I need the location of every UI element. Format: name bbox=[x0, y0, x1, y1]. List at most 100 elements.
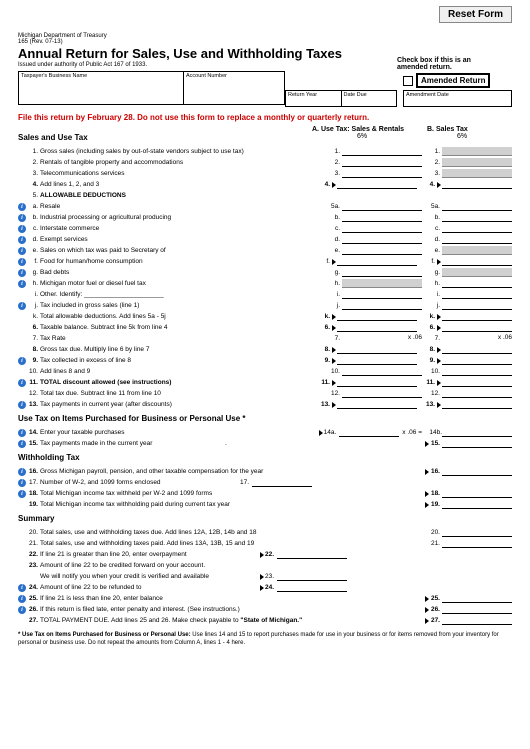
line-4-text: Add lines 1, 2, and 3 bbox=[40, 181, 318, 188]
line-17-field[interactable] bbox=[252, 479, 312, 487]
line-10b-field[interactable] bbox=[442, 367, 512, 376]
line-2a-field[interactable] bbox=[342, 158, 422, 167]
line-5j-b-field[interactable] bbox=[442, 301, 512, 310]
line-11a-field[interactable] bbox=[337, 378, 417, 387]
line-21-text: Total sales, use and withholding taxes p… bbox=[40, 540, 430, 547]
line-12a-field[interactable] bbox=[342, 389, 422, 398]
line-5i-a-field[interactable] bbox=[342, 290, 422, 299]
line-1b-field[interactable] bbox=[442, 147, 512, 156]
info-icon[interactable]: i bbox=[18, 214, 26, 222]
info-icon[interactable]: i bbox=[18, 606, 26, 614]
line-24-field[interactable] bbox=[277, 584, 347, 592]
info-icon[interactable]: i bbox=[18, 401, 26, 409]
line-6a-field[interactable] bbox=[337, 323, 417, 332]
line-10a-field[interactable] bbox=[342, 367, 422, 376]
info-icon[interactable]: i bbox=[18, 479, 26, 487]
column-a-header: A. Use Tax: Sales & Rentals bbox=[312, 126, 427, 133]
line-9-text: Tax collected in excess of line 8 bbox=[40, 357, 318, 364]
amendment-date-label: Amendment Date bbox=[406, 92, 509, 98]
line-3a-field[interactable] bbox=[342, 169, 422, 178]
line-5k-b-field[interactable] bbox=[442, 312, 512, 321]
info-icon[interactable]: i bbox=[18, 302, 26, 310]
line-11b-field[interactable] bbox=[442, 378, 512, 387]
footnote: * Use Tax on Items Purchased for Busines… bbox=[18, 632, 512, 648]
line-5j-text: Tax included in gross sales (line 1) bbox=[40, 302, 328, 309]
line-19-field[interactable] bbox=[442, 500, 512, 509]
info-icon[interactable]: i bbox=[18, 468, 26, 476]
form-number: 165 (Rev. 07-13) bbox=[18, 39, 397, 45]
line-12b-field[interactable] bbox=[442, 389, 512, 398]
info-icon[interactable]: i bbox=[18, 247, 26, 255]
line-27-field[interactable] bbox=[442, 616, 512, 625]
line-13a-field[interactable] bbox=[337, 400, 417, 409]
form-subtitle: Issued under authority of Public Act 167… bbox=[18, 62, 397, 68]
line-5d-text: Exempt services bbox=[40, 236, 328, 243]
line-5f-a-field[interactable] bbox=[337, 257, 417, 266]
section-withholding: Withholding Tax bbox=[18, 453, 512, 462]
line-4a-field[interactable] bbox=[337, 180, 417, 189]
line-5g-a-field[interactable] bbox=[342, 268, 422, 277]
section-summary: Summary bbox=[18, 514, 512, 523]
line-9b-field[interactable] bbox=[442, 356, 512, 365]
line-2-text: Rentals of tangible property and accommo… bbox=[40, 159, 328, 166]
reset-button[interactable]: Reset Form bbox=[439, 6, 512, 23]
line-5h-b-field[interactable] bbox=[442, 279, 512, 288]
line-5a-b-field[interactable] bbox=[442, 202, 512, 211]
line-5a-a-field[interactable] bbox=[342, 202, 422, 211]
line-3b-field[interactable] bbox=[442, 169, 512, 178]
info-icon[interactable]: i bbox=[18, 357, 26, 365]
info-icon[interactable]: i bbox=[18, 203, 26, 211]
line-5j-a-field[interactable] bbox=[342, 301, 422, 310]
line-23-field[interactable] bbox=[277, 573, 347, 581]
amended-checkbox[interactable] bbox=[403, 76, 413, 86]
info-icon[interactable]: i bbox=[18, 490, 26, 498]
info-icon[interactable]: i bbox=[18, 584, 26, 592]
line-25-field[interactable] bbox=[442, 594, 512, 603]
line-5e-b-field[interactable] bbox=[442, 246, 512, 255]
line-5b-a-field[interactable] bbox=[342, 213, 422, 222]
line-13b-field[interactable] bbox=[442, 400, 512, 409]
info-icon[interactable]: i bbox=[18, 269, 26, 277]
line-18-text: Total Michigan income tax withheld per W… bbox=[40, 490, 425, 497]
line-5b-b-field[interactable] bbox=[442, 213, 512, 222]
line-5g-b-field[interactable] bbox=[442, 268, 512, 277]
line-21-field[interactable] bbox=[442, 539, 512, 548]
line-2b-field[interactable] bbox=[442, 158, 512, 167]
line-22-field[interactable] bbox=[277, 551, 347, 559]
line-18-field[interactable] bbox=[442, 489, 512, 498]
info-icon[interactable]: i bbox=[18, 236, 26, 244]
info-icon[interactable]: i bbox=[18, 595, 26, 603]
line-20-text: Total sales, use and withholding taxes d… bbox=[40, 529, 430, 536]
line-5d-a-field[interactable] bbox=[342, 235, 422, 244]
info-icon[interactable]: i bbox=[18, 258, 26, 266]
line-5c-b-field[interactable] bbox=[442, 224, 512, 233]
line-5f-text: Food for human/home consumption bbox=[40, 258, 318, 265]
line-9a-field[interactable] bbox=[337, 356, 417, 365]
line-14b-field[interactable] bbox=[442, 428, 512, 437]
line-4b-field[interactable] bbox=[442, 180, 512, 189]
info-icon[interactable]: i bbox=[18, 225, 26, 233]
info-icon[interactable]: i bbox=[18, 429, 26, 437]
info-icon[interactable]: i bbox=[18, 280, 26, 288]
line-6b-field[interactable] bbox=[442, 323, 512, 332]
info-icon[interactable]: i bbox=[18, 440, 26, 448]
line-5k-a-field[interactable] bbox=[337, 312, 417, 321]
line-14a-field[interactable] bbox=[339, 429, 399, 437]
line-5f-b-field[interactable] bbox=[442, 257, 512, 266]
line-5e-a-field[interactable] bbox=[342, 246, 422, 255]
line-1a-field[interactable] bbox=[342, 147, 422, 156]
line-20-field[interactable] bbox=[442, 528, 512, 537]
info-icon[interactable]: i bbox=[18, 379, 26, 387]
line-7a-value: x .06 bbox=[342, 334, 422, 343]
line-17-text: Number of W-2, and 1099 forms enclosed bbox=[40, 479, 240, 486]
line-5c-a-field[interactable] bbox=[342, 224, 422, 233]
line-5d-b-field[interactable] bbox=[442, 235, 512, 244]
line-5h-a-field[interactable] bbox=[342, 279, 422, 288]
line-16-field[interactable] bbox=[442, 467, 512, 476]
line-12-text: Total tax due. Subtract line 11 from lin… bbox=[40, 390, 328, 397]
line-15-field[interactable] bbox=[442, 439, 512, 448]
line-8a-field[interactable] bbox=[337, 345, 417, 354]
line-5i-b-field[interactable] bbox=[442, 290, 512, 299]
line-26-field[interactable] bbox=[442, 605, 512, 614]
line-8b-field[interactable] bbox=[442, 345, 512, 354]
